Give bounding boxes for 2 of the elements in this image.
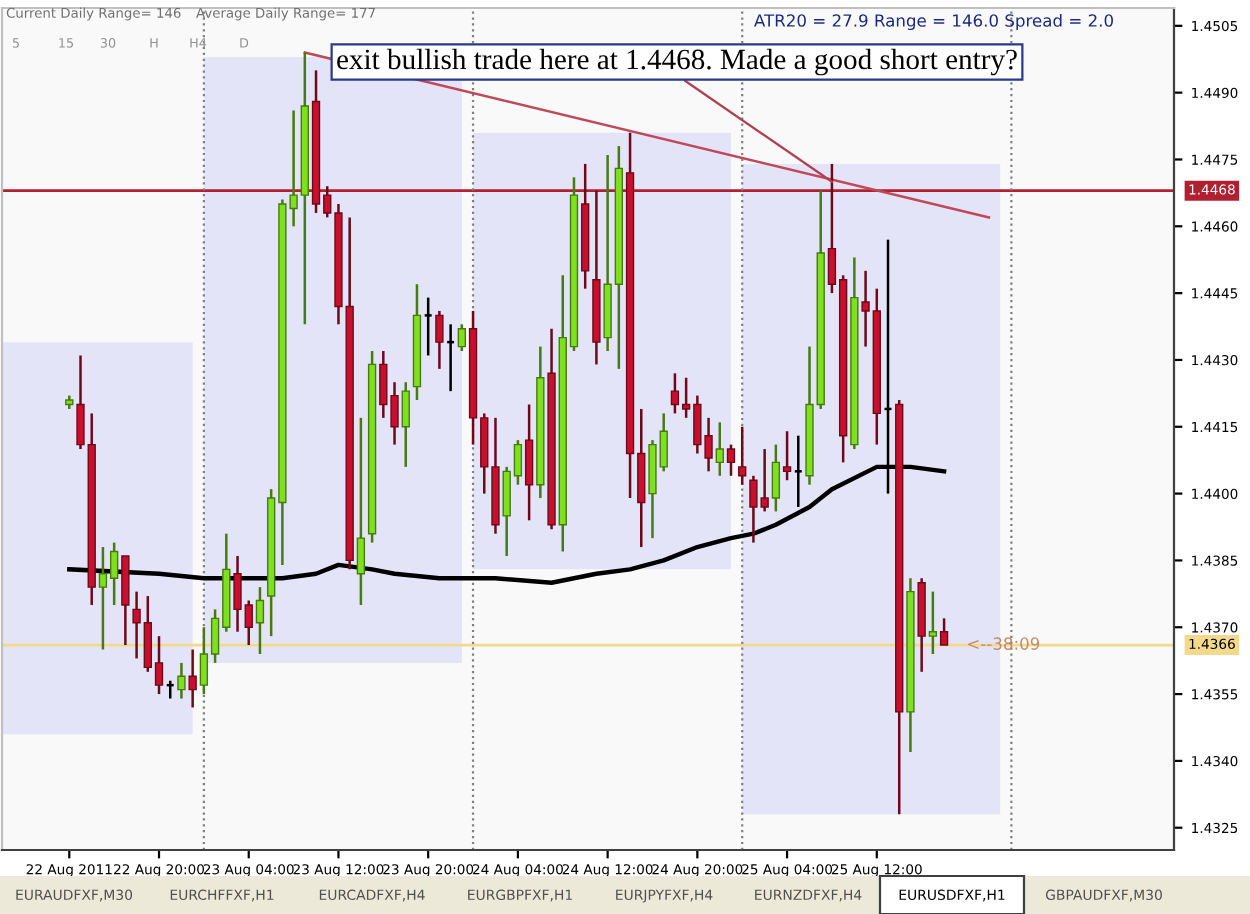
annotation: exit bullish trade here at 1.4468. Made a good short entry? — [337, 48, 1017, 76]
annotation: ATR20 = 27.9 Range = 146.0 Spread = 2.0 — [754, 13, 1113, 31]
